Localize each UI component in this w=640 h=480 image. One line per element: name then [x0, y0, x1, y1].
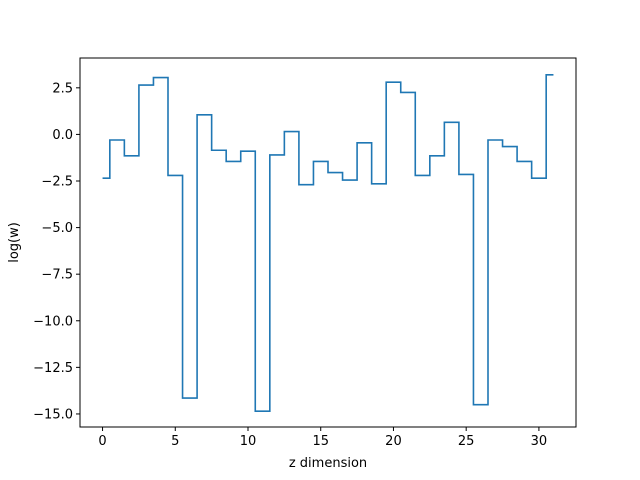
x-tick-label: 25	[458, 434, 475, 449]
plot-area	[102, 73, 554, 412]
y-axis: 2.5 0.0 −2.5 −5.0 −7.5 −10.0 −12.5 −15.0	[33, 81, 80, 422]
x-axis: 0 5 10 15 20 25 30	[98, 427, 547, 449]
y-tick-label: 0.0	[52, 128, 73, 143]
x-axis-label: z dimension	[289, 456, 367, 471]
x-tick-label: 20	[385, 434, 402, 449]
y-tick-label: −2.5	[41, 175, 73, 190]
y-tick-label: −5.0	[41, 221, 73, 236]
y-tick-label: −12.5	[33, 361, 73, 376]
x-tick-label: 15	[312, 434, 329, 449]
series-line	[102, 73, 554, 412]
y-tick-label: −15.0	[33, 407, 73, 422]
y-tick-label: −10.0	[33, 314, 73, 329]
y-tick-label: 2.5	[52, 81, 73, 96]
plot-frame	[79, 57, 577, 428]
y-axis-label: log(w)	[7, 222, 22, 263]
x-tick-label: 0	[98, 434, 106, 449]
x-tick-label: 5	[171, 434, 179, 449]
y-tick-label: −7.5	[41, 268, 73, 283]
x-tick-label: 10	[240, 434, 257, 449]
x-tick-label: 30	[531, 434, 548, 449]
